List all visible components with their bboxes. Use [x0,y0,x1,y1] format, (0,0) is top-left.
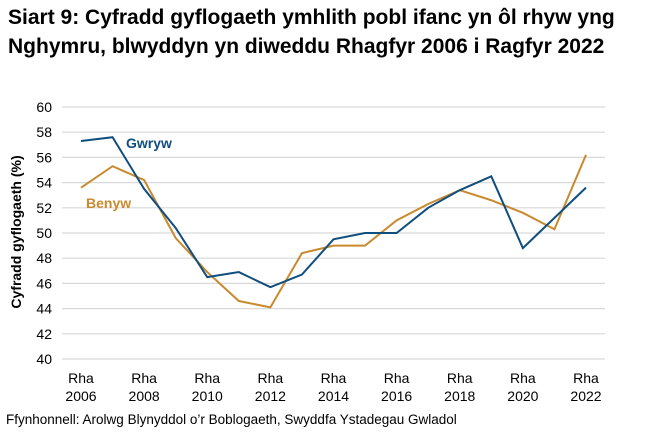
x-tick-label-line1: Rha [131,370,157,386]
x-tick-label-line2: 2006 [65,388,96,404]
y-tick-label: 60 [36,99,52,115]
x-tick-label-line2: 2022 [570,388,601,404]
x-tick-label-line2: 2012 [255,388,286,404]
y-tick-label: 48 [36,250,52,266]
x-tick-label-line1: Rha [194,370,220,386]
y-tick-label: 52 [36,200,52,216]
series-line-gwryw [80,136,587,289]
x-tick-label-line1: Rha [68,370,94,386]
series-lines [80,136,587,309]
series-label-benyw: Benyw [86,195,131,211]
x-tick-label-line2: 2018 [444,388,475,404]
y-tick-label: 46 [36,275,52,291]
source-note: Ffynhonnell: Arolwg Blynyddol o’r Boblog… [6,412,457,427]
x-tick-label-line2: 2010 [192,388,223,404]
x-tick-label-line1: Rha [321,370,347,386]
series-label-gwryw: Gwryw [126,135,172,151]
y-tick-label: 42 [36,326,52,342]
x-tick-label-line1: Rha [258,370,284,386]
y-tick-label: 50 [36,225,52,241]
x-tick-label-line2: 2014 [318,388,349,404]
y-tick-label: 58 [36,124,52,140]
y-axis-label: Cyfradd gyflogaeth (%) [8,155,24,308]
y-tick-label: 40 [36,351,52,367]
y-tick-label: 56 [36,149,52,165]
x-tick-label-line1: Rha [510,370,536,386]
series-line-benyw [80,154,587,309]
x-tick-label-line2: 2008 [129,388,160,404]
chart-title: Siart 9: Cyfradd gyflogaeth ymhlith pobl… [8,6,615,58]
x-tick-label-line1: Rha [573,370,599,386]
x-tick-label-line1: Rha [384,370,410,386]
y-tick-label: 44 [36,301,52,317]
y-tick-label: 54 [36,175,52,191]
y-axis-ticks: 40 42 44 46 48 50 52 54 56 58 60 [36,99,52,367]
x-tick-label-line2: 2020 [507,388,538,404]
gridlines [62,106,605,360]
x-tick-label-line1: Rha [447,370,473,386]
x-tick-label-line2: 2016 [381,388,412,404]
x-axis-ticks: Rha 2006 Rha 2008 Rha 2010 Rha 2012 Rha 2014 Rha 20… [65,370,601,404]
